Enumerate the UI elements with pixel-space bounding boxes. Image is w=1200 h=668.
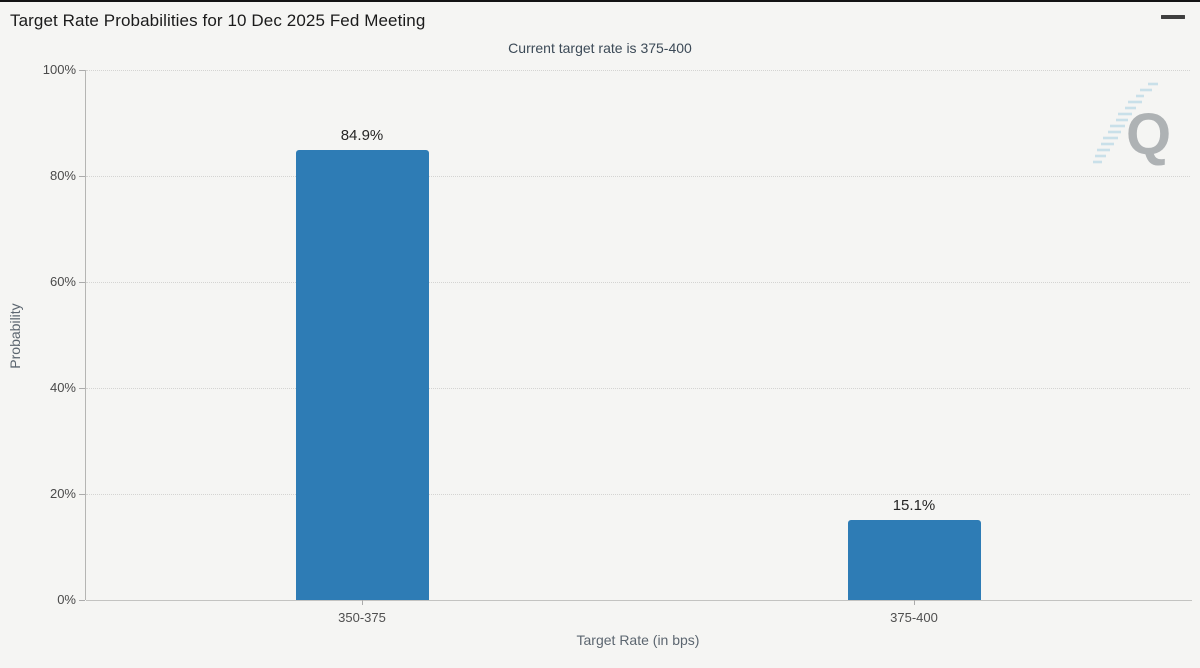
y-axis-line: [85, 70, 86, 600]
hamburger-bar: [1161, 15, 1185, 19]
y-tick-label: 20%: [49, 486, 76, 501]
gridline: [86, 282, 1190, 283]
y-axis-tick: [79, 600, 85, 601]
y-tick-label: 60%: [49, 274, 76, 289]
bar-375-400[interactable]: [847, 519, 981, 600]
gridline: [86, 70, 1190, 71]
x-axis-tick: [362, 600, 363, 605]
chart-subtitle: Current target rate is 375-400: [508, 40, 692, 56]
plot-area: 0% 20% 40% 60% 80% 100% 84.9% 350-375 15.1% 375-4…: [43, 62, 1192, 625]
y-axis-tick: [79, 282, 85, 283]
x-category-label: 375-400: [890, 610, 938, 625]
x-axis-baseline: [86, 600, 1192, 601]
page-title: Target Rate Probabilities for 10 Dec 202…: [10, 11, 426, 30]
y-tick-label: 100%: [42, 62, 76, 77]
bar-value-label: 15.1%: [892, 496, 936, 514]
y-axis-tick: [79, 176, 85, 177]
gridline: [86, 494, 1190, 495]
y-axis-title: Probability: [7, 303, 23, 369]
bar-value-label: 84.9%: [340, 127, 384, 145]
y-tick-label: 40%: [49, 380, 76, 395]
x-axis-title: Target Rate (in bps): [576, 632, 700, 648]
x-category-label: 350-375: [338, 610, 386, 625]
bar-350-375[interactable]: [295, 150, 429, 600]
y-tick-label: 0%: [57, 592, 76, 607]
y-axis-tick: [79, 70, 85, 71]
y-tick-label: 80%: [49, 168, 76, 183]
y-axis-tick: [79, 388, 85, 389]
hamburger-menu-icon[interactable]: [1161, 15, 1185, 33]
x-axis-tick: [914, 600, 915, 605]
gridline: [86, 176, 1190, 177]
y-axis-tick: [79, 494, 85, 495]
gridline: [86, 388, 1190, 389]
